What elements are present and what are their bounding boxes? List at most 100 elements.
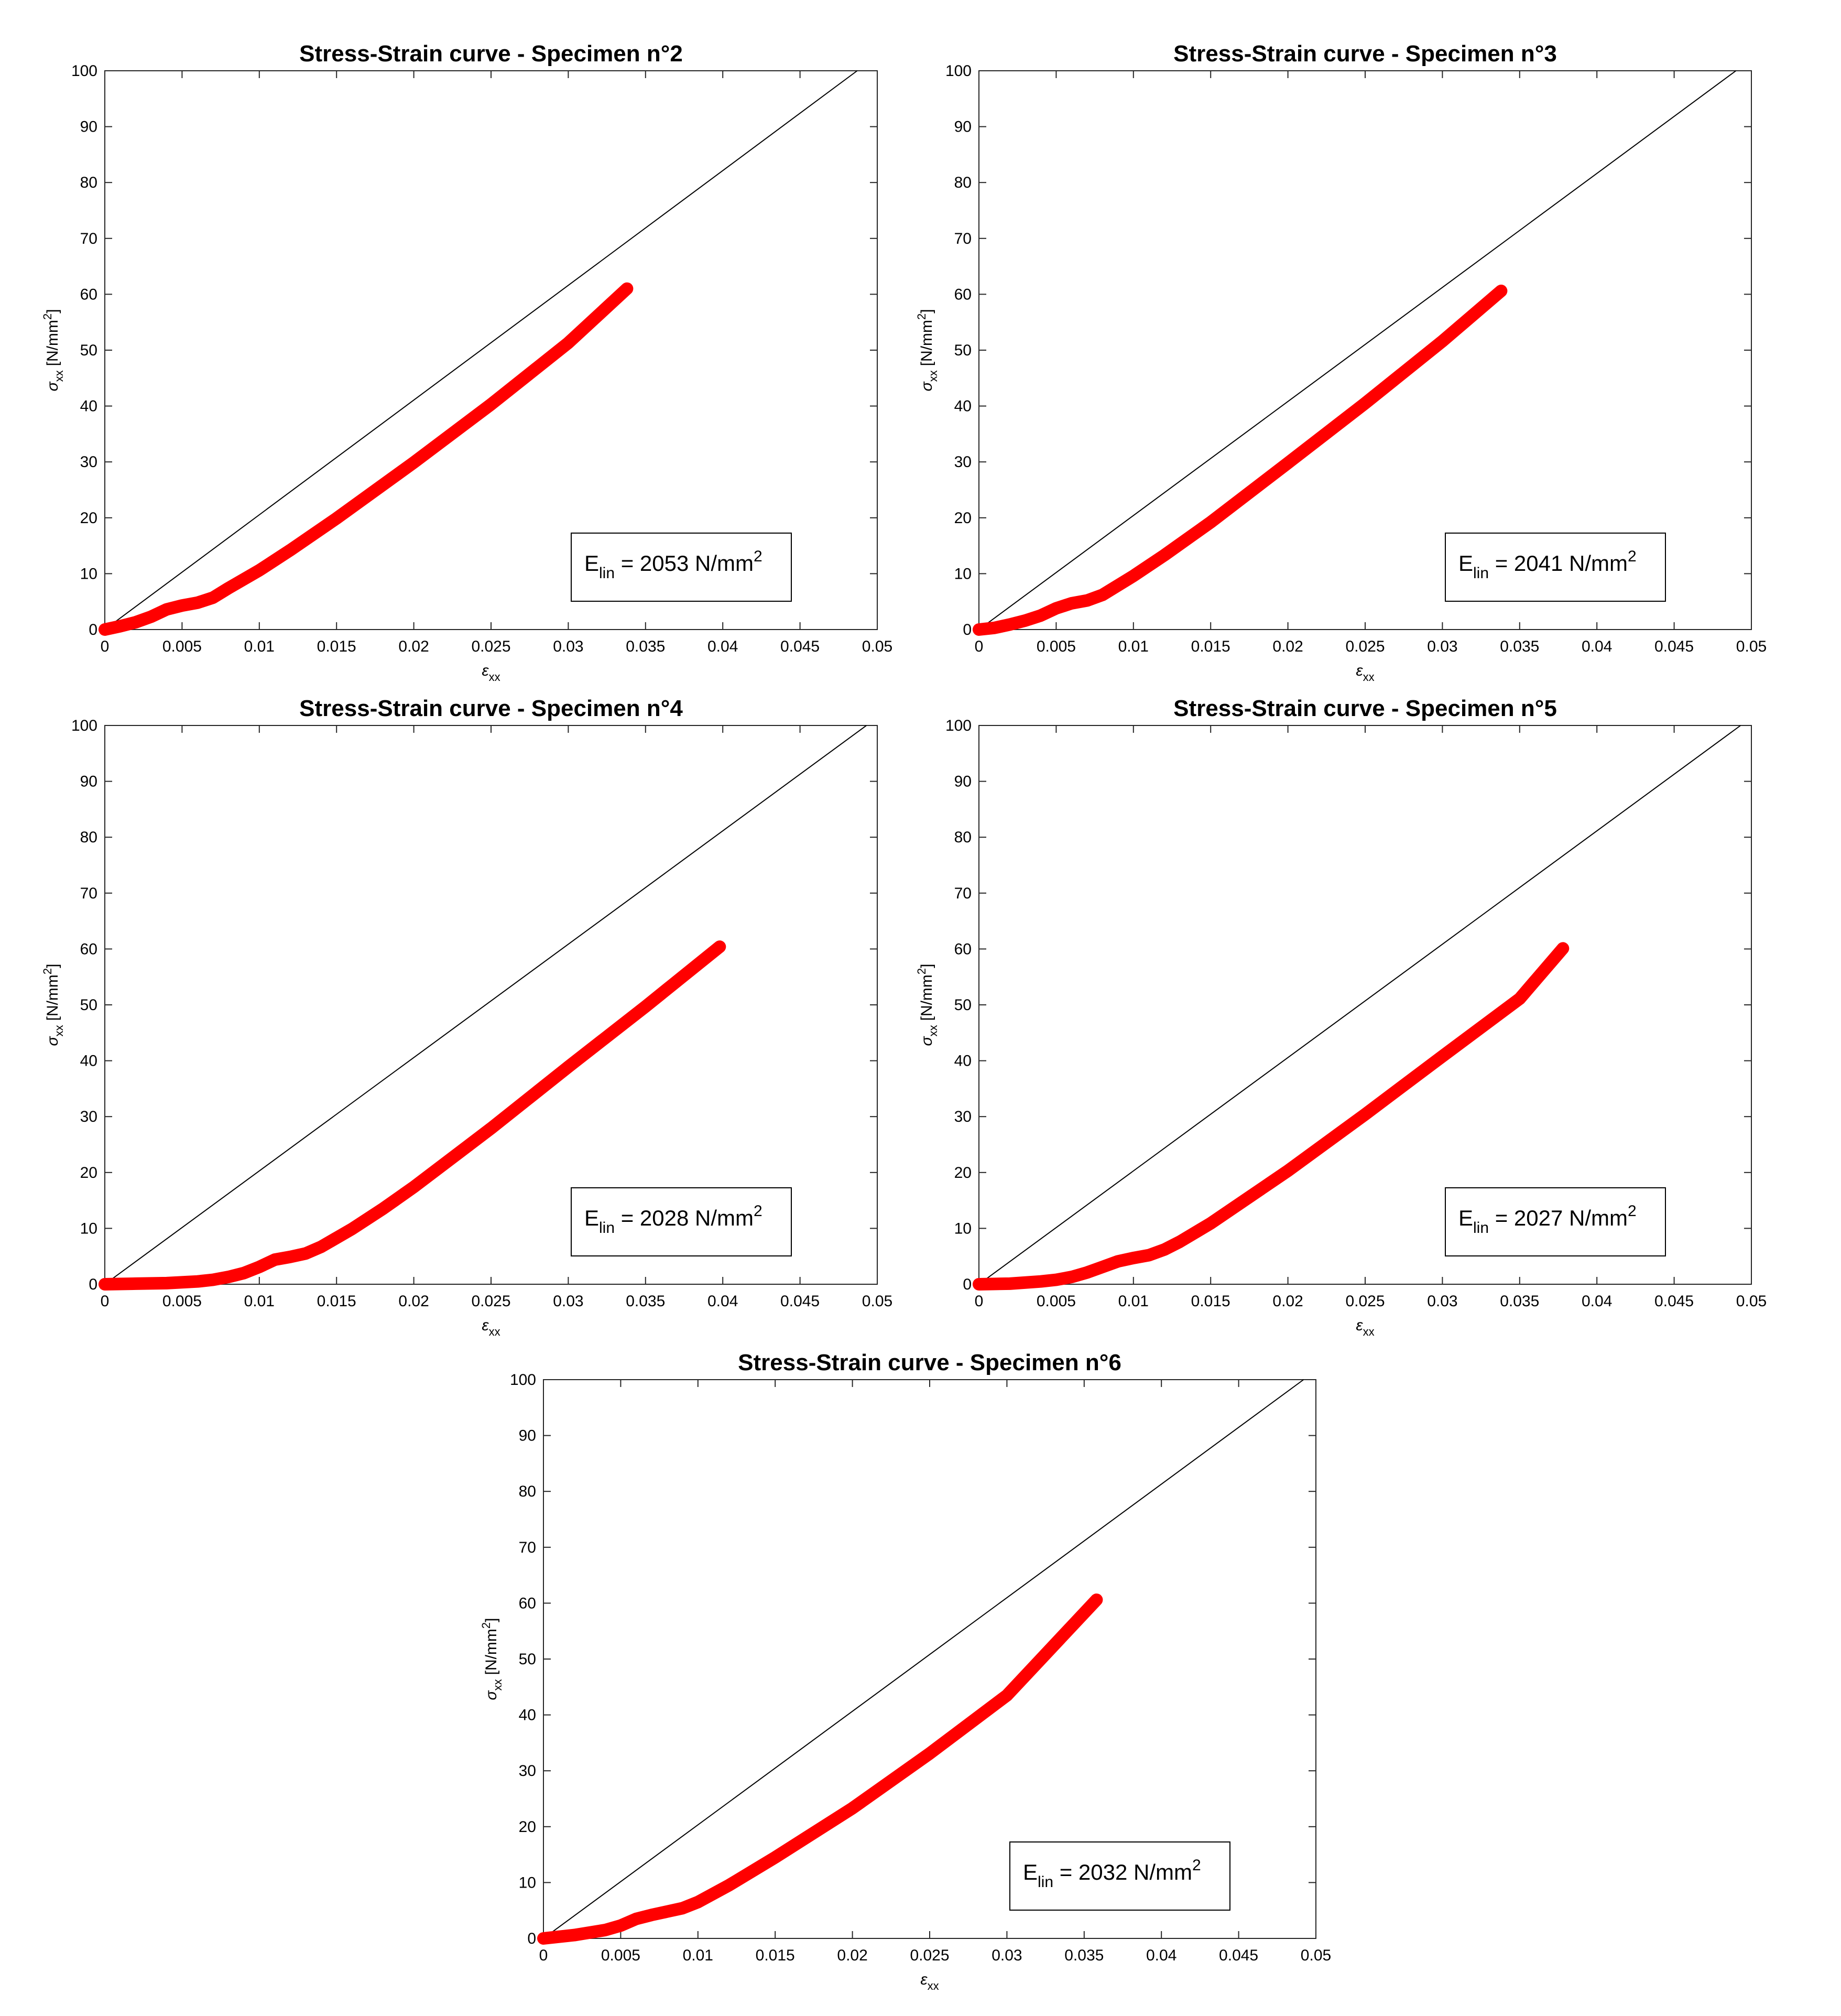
y-tick-label: 0 [527, 1930, 536, 1947]
x-tick-label: 0.035 [1500, 638, 1539, 655]
value: = 2032 N/mm [1053, 1860, 1192, 1884]
y-tick-label: 20 [80, 510, 97, 527]
y-tick-label: 60 [80, 286, 97, 303]
y-axis-label: σxx [N/mm2] [915, 309, 940, 391]
ylabel-unit-end: ] [44, 309, 61, 313]
y-tick-label: 60 [80, 940, 97, 958]
value: = 2053 N/mm [615, 551, 754, 576]
ylabel-unit-sup: 2 [41, 313, 54, 320]
y-tick-label: 90 [80, 773, 97, 790]
y-tick-label: 20 [954, 1164, 972, 1182]
sub: lin [599, 1219, 615, 1237]
y-tick-label: 40 [80, 398, 97, 415]
ylabel-sub: xx [927, 1025, 940, 1036]
ylabel: σ [44, 381, 61, 392]
x-tick-label: 0.035 [626, 1293, 665, 1310]
ylabel: σ [918, 381, 935, 392]
y-tick-label: 80 [80, 829, 97, 846]
y-axis-label: σxx [N/mm2] [41, 963, 66, 1046]
y-tick-label: 0 [89, 1276, 97, 1293]
y-tick-label: 0 [963, 621, 972, 638]
x-tick-label: 0.04 [707, 1293, 738, 1310]
modulus-annotation: Elin = 2041 N/mm2 [1458, 548, 1637, 582]
y-tick-label: 60 [954, 286, 972, 303]
y-tick-label: 30 [80, 1108, 97, 1125]
y-tick-label: 40 [80, 1053, 97, 1070]
x-tick-label: 0.04 [707, 638, 738, 655]
chart-panel: Stress-Strain curve - Specimen n°3 0 0.005… [915, 41, 1767, 684]
y-tick-label: 10 [80, 565, 97, 582]
ylabel-sub: xx [52, 1025, 66, 1036]
chart-title: Stress-Strain curve - Specimen n°6 [738, 1350, 1121, 1375]
x-tick-label: 0 [539, 1947, 548, 1964]
ylabel: σ [483, 1690, 500, 1700]
y-tick-label: 70 [80, 885, 97, 902]
ylabel-unit-end: ] [44, 963, 61, 968]
x-tick-label: 0.05 [1736, 1293, 1767, 1310]
y-tick-label: 40 [954, 398, 972, 415]
ylabel-unit-sup: 2 [915, 968, 928, 974]
modulus-annotation: Elin = 2028 N/mm2 [584, 1202, 762, 1237]
chart-panel: Stress-Strain curve - Specimen n°5 0 0.005… [915, 696, 1767, 1338]
reference-line [978, 725, 1741, 1285]
x-axis-label: εxx [1356, 1317, 1374, 1338]
data-series-line [99, 940, 726, 1291]
x-tick-label: 0.005 [1037, 638, 1076, 655]
ylabel-sub: xx [927, 370, 940, 382]
sub: lin [1473, 565, 1489, 582]
y-tick-label: 90 [80, 118, 97, 136]
x-tick-label: 0.025 [471, 638, 510, 655]
y-tick-label: 80 [954, 829, 972, 846]
data-series-line [99, 282, 634, 636]
chart-panel: Stress-Strain curve - Specimen n°6 0 0.005… [480, 1350, 1331, 1992]
y-tick-label: 100 [71, 717, 97, 734]
y-tick-label: 50 [954, 342, 972, 359]
y-tick-label: 60 [954, 940, 972, 958]
xlabel-sub: xx [928, 1979, 939, 1992]
x-tick-label: 0.045 [1219, 1947, 1258, 1964]
y-axis-label: σxx [N/mm2] [480, 1618, 504, 1700]
reference-line [104, 725, 867, 1285]
x-tick-label: 0.04 [1582, 1293, 1612, 1310]
y-tick-label: 100 [510, 1371, 536, 1389]
x-tick-label: 0.025 [1345, 638, 1385, 655]
ylabel: σ [44, 1036, 61, 1046]
sup: 2 [754, 1202, 762, 1220]
ylabel-unit-end: ] [483, 1618, 500, 1622]
x-axis-label: εxx [482, 1317, 500, 1338]
y-tick-label: 20 [954, 510, 972, 527]
y-tick-label: 70 [954, 885, 972, 902]
xlabel: ε [482, 662, 489, 679]
x-tick-label: 0.025 [910, 1947, 949, 1964]
modulus-annotation-box [1445, 533, 1666, 602]
ylabel-unit-sup: 2 [41, 968, 54, 974]
xlabel: ε [482, 1317, 489, 1334]
ylabel-sub: xx [491, 1679, 504, 1690]
x-tick-label: 0.02 [398, 1293, 429, 1310]
x-tick-label: 0.02 [837, 1947, 867, 1964]
x-tick-label: 0.02 [1272, 638, 1303, 655]
modulus-annotation: Elin = 2027 N/mm2 [1458, 1202, 1637, 1237]
y-tick-label: 70 [519, 1539, 536, 1556]
x-tick-label: 0.015 [317, 1293, 356, 1310]
x-tick-label: 0.045 [1654, 638, 1694, 655]
y-tick-label: 70 [80, 230, 97, 247]
chart-panel: Stress-Strain curve - Specimen n°2 0 0.005… [41, 41, 892, 684]
y-tick-label: 100 [945, 717, 972, 734]
x-tick-label: 0.035 [1500, 1293, 1539, 1310]
y-axis-label: σxx [N/mm2] [915, 963, 940, 1046]
prefix: E [584, 1206, 599, 1230]
modulus-annotation: Elin = 2032 N/mm2 [1023, 1857, 1201, 1891]
x-tick-label: 0.02 [398, 638, 429, 655]
modulus-annotation-box [571, 1187, 792, 1256]
sub: lin [599, 565, 615, 582]
reference-line [543, 1379, 1304, 1939]
x-tick-label: 0.015 [1191, 1293, 1230, 1310]
y-tick-label: 80 [519, 1483, 536, 1500]
x-tick-label: 0.045 [1654, 1293, 1694, 1310]
x-tick-label: 0.005 [601, 1947, 640, 1964]
x-tick-label: 0.035 [1064, 1947, 1104, 1964]
y-tick-label: 90 [954, 118, 972, 136]
x-tick-label: 0.04 [1146, 1947, 1177, 1964]
